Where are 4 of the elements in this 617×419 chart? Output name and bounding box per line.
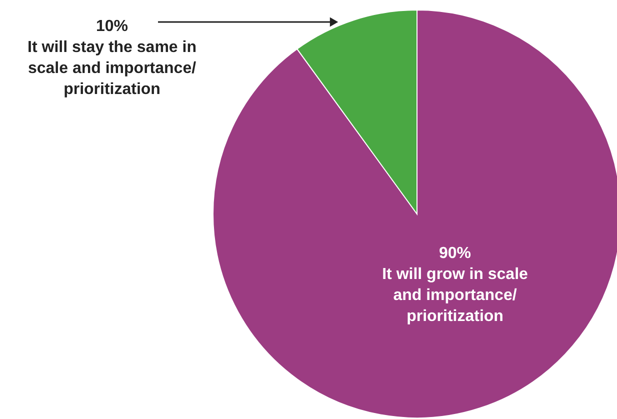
slice-label: It will stay the same in scale and importance/ prioritization	[28, 39, 197, 98]
data-label: 90%	[438, 245, 472, 262]
slice-label: It will grow in scale and importance/ prioritization	[382, 266, 528, 325]
data-label: 10%	[96, 18, 128, 35]
